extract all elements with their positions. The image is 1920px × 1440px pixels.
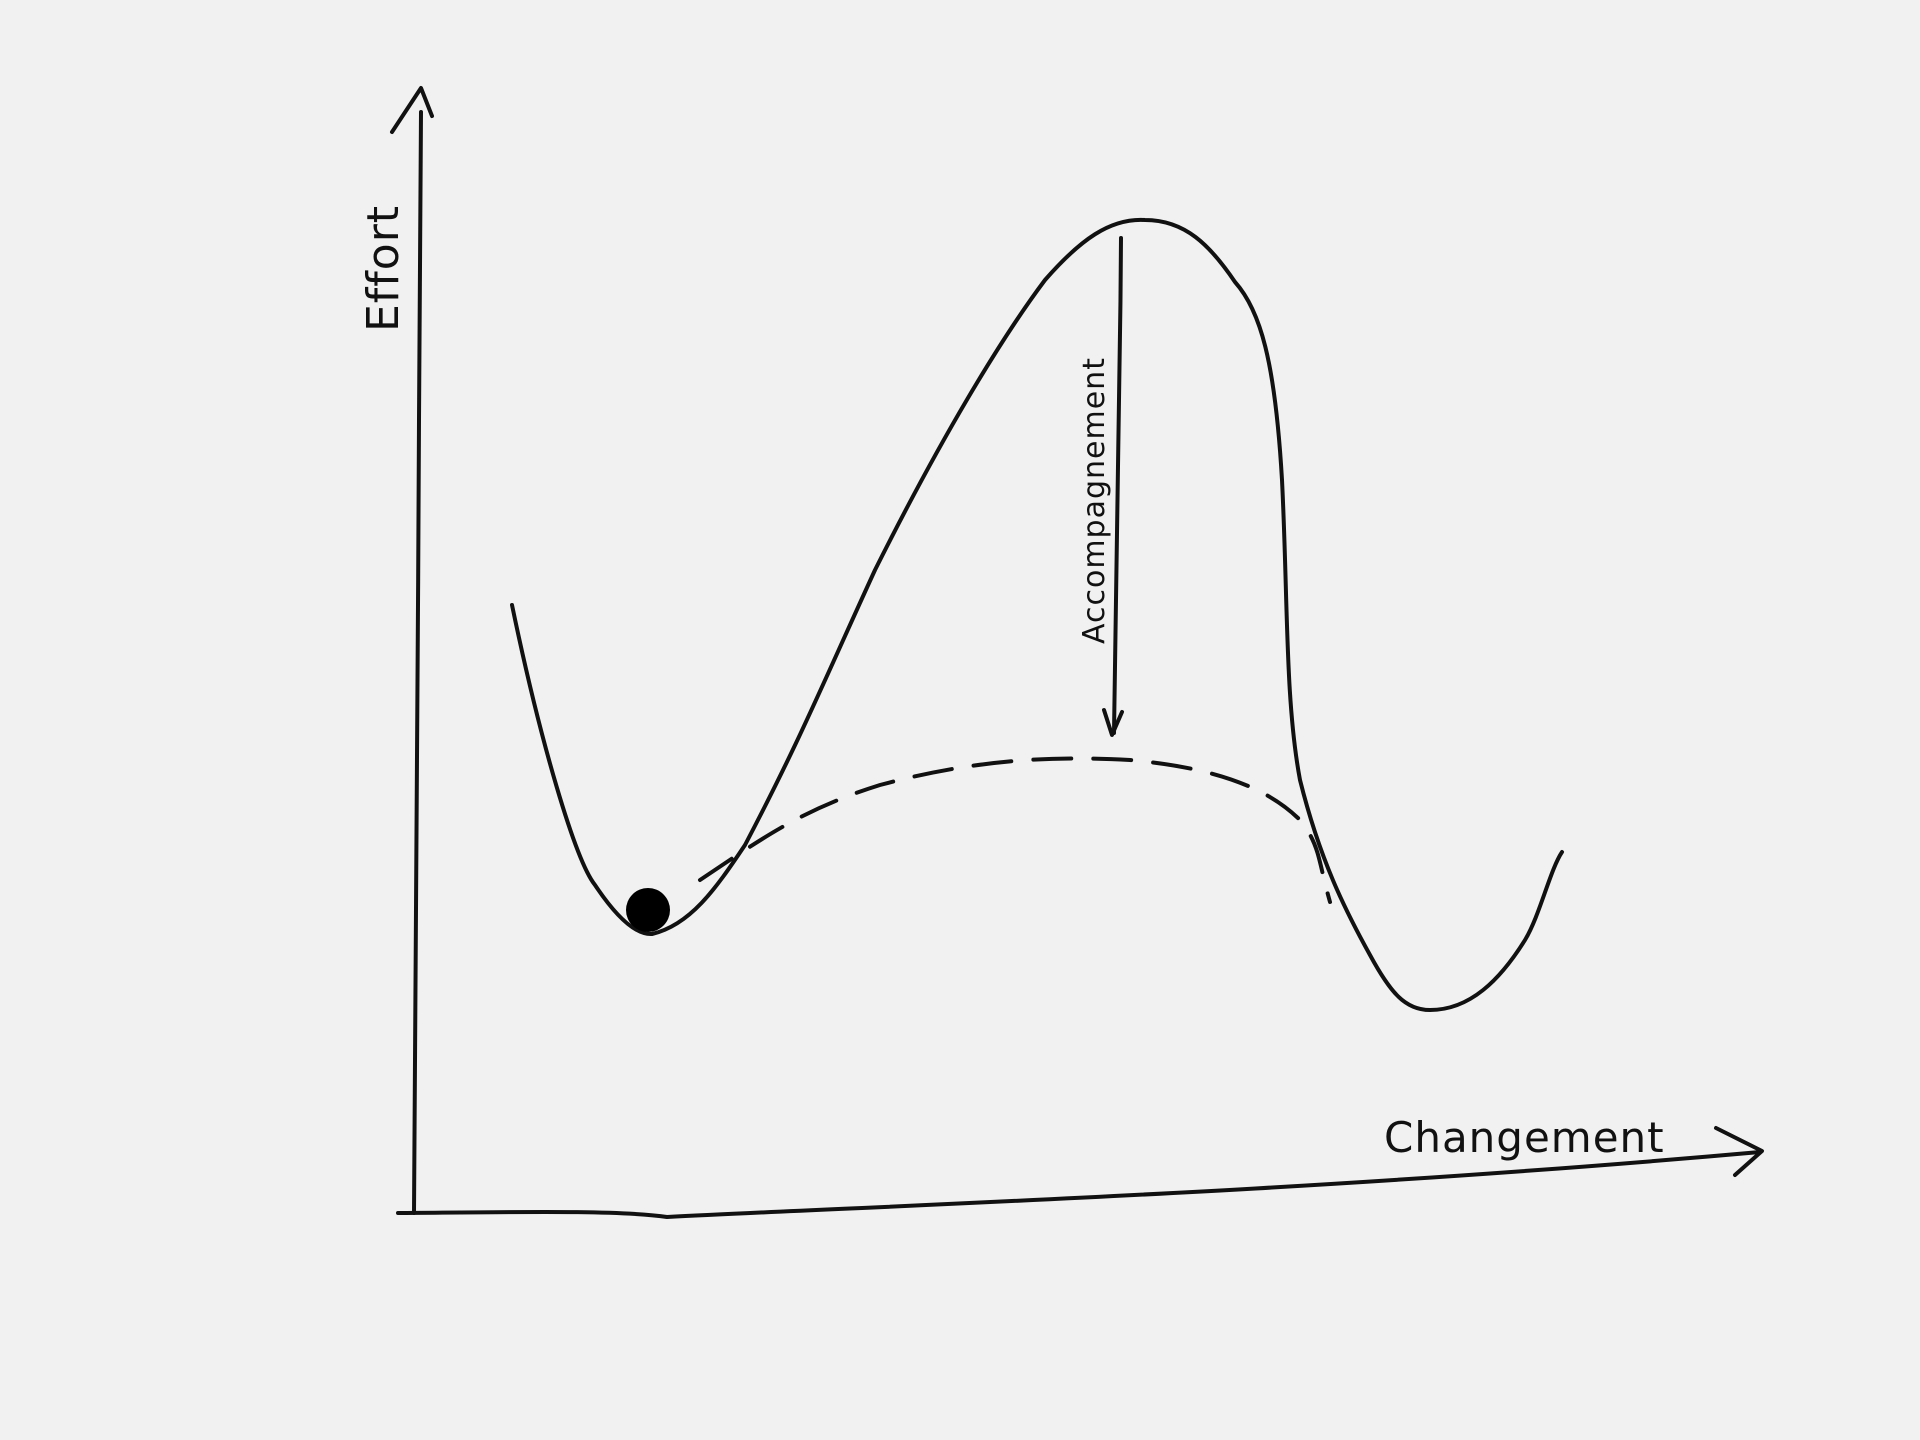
accompaniment-label: Accompagnement bbox=[1077, 357, 1112, 644]
y-axis-label: Effort bbox=[358, 205, 409, 332]
accompaniment-arrowhead bbox=[1102, 708, 1124, 737]
ball bbox=[626, 888, 670, 932]
y-axis-line bbox=[412, 110, 423, 1215]
x-axis-label: Changement bbox=[1384, 1113, 1665, 1162]
x-axis-line bbox=[396, 1150, 1762, 1220]
y-axis-arrowhead bbox=[390, 86, 434, 134]
dashed-curve bbox=[698, 756, 1332, 904]
accompaniment-arrow-shaft bbox=[1112, 236, 1123, 735]
x-axis-arrowhead bbox=[1714, 1126, 1764, 1177]
energy-curve bbox=[510, 217, 1564, 1012]
